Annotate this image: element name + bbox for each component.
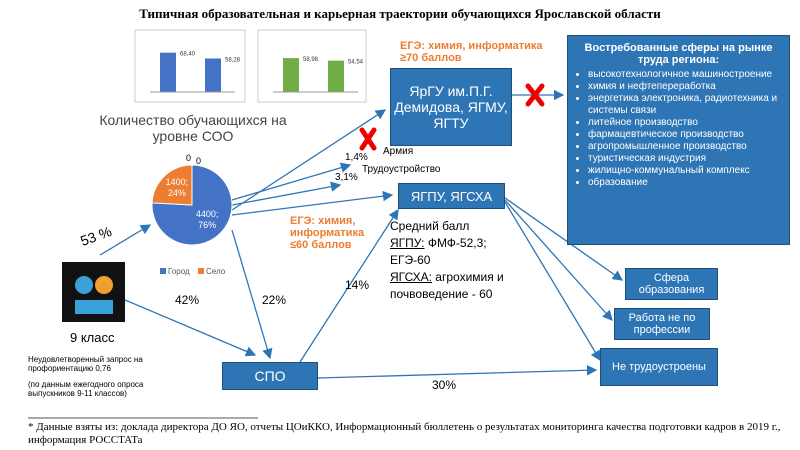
mini-chart-frame — [134, 29, 246, 103]
text: агрохимия и почвоведение - 60 — [390, 270, 504, 301]
node: Работа не по профессии — [614, 308, 710, 340]
cross-marks — [359, 83, 545, 151]
edge-label: 30% — [432, 378, 457, 392]
title: Типичная образовательная и карьерная тра… — [139, 6, 661, 21]
text: ЯГПУ: — [390, 236, 425, 250]
market-title: Востребованные сферы на рынке труда реги… — [584, 42, 773, 66]
legend-swatch — [160, 268, 166, 274]
share: 22% — [262, 293, 287, 307]
share: 42% — [175, 293, 200, 307]
pie-title: Количество обучающихся на уровне СОО — [99, 112, 287, 144]
edge-label: Армия — [383, 146, 414, 157]
edge-label: 14% — [345, 278, 370, 292]
bar — [205, 58, 221, 92]
text: Средний балл — [390, 219, 470, 233]
market-item: образование — [588, 177, 783, 189]
arrows — [99, 89, 624, 379]
market-list: высокотехнологичное машиностроениехимия … — [574, 69, 783, 189]
node: ЯрГУ им.П.Г. Демидова, ЯГМУ, ЯГТУ — [390, 68, 512, 146]
icon-book — [75, 300, 113, 314]
condition: ЕГЭ: химия, информатика ≤60 баллов — [290, 215, 365, 251]
slice-label: 1400; — [166, 177, 189, 187]
text: ЯГСХА: — [390, 270, 432, 284]
node: СПО — [222, 362, 318, 390]
icon-figure — [75, 276, 93, 294]
bar — [328, 60, 344, 92]
value-label: 54,54 — [348, 60, 364, 66]
edge-label: Трудоустройство — [362, 164, 441, 175]
zero-label: 0 — [186, 153, 191, 163]
edge-label: 3,1% — [335, 172, 358, 183]
market-item: жилищно-коммунальный комплекс — [588, 165, 783, 177]
edge-label: 1,4% — [345, 152, 368, 163]
market-item: химия и нефтепереработка — [588, 81, 783, 93]
footnote: * Данные взяты из: доклада директора ДО … — [28, 421, 781, 446]
slice-label: 24% — [168, 188, 186, 198]
value-label: 58,28 — [225, 57, 241, 63]
market-item: агропромышленное производство — [588, 141, 783, 153]
text: ФМФ-52,3; ЕГЭ-60 — [390, 236, 487, 267]
value-label: 68,40 — [180, 52, 196, 58]
start-label: 9 класс — [70, 330, 115, 345]
market-item: высокотехнологичное машиностроение — [588, 69, 783, 81]
slice-label: 4400; — [196, 209, 219, 219]
value-label: 58,98 — [303, 57, 319, 63]
zero-label: 0 — [196, 156, 201, 166]
slice-label: 76% — [198, 220, 216, 230]
market-item: литейное производство — [588, 117, 783, 129]
legend-label: Село — [206, 267, 226, 276]
legend-swatch — [198, 268, 204, 274]
scores: Средний балл ЯГПУ: ФМФ-52,3; ЕГЭ-60 ЯГСХ… — [390, 218, 515, 303]
condition: ЕГЭ: химия, информатика ≥70 баллов — [400, 40, 543, 64]
legend-label: Город — [168, 267, 190, 276]
note: (по данным ежегодного опроса выпускников… — [28, 380, 144, 398]
note: Неудовлетворенный запрос на профориентац… — [28, 355, 143, 373]
market-item: туристическая индустрия — [588, 153, 783, 165]
node: ЯГПУ, ЯГСХА — [398, 183, 505, 209]
mini-chart-frame — [257, 29, 367, 103]
market-item: фармацевтическое производство — [588, 129, 783, 141]
icon-figure — [95, 276, 113, 294]
node: Не трудоустроены — [600, 348, 718, 386]
bar — [283, 58, 299, 92]
market-box: Востребованные сферы на рынке труда реги… — [567, 35, 790, 245]
pie-slice — [151, 164, 193, 206]
market-item: энергетика электроника, радиотехника и с… — [588, 93, 783, 117]
node: Сфера образования — [625, 268, 718, 300]
bar — [160, 52, 176, 92]
